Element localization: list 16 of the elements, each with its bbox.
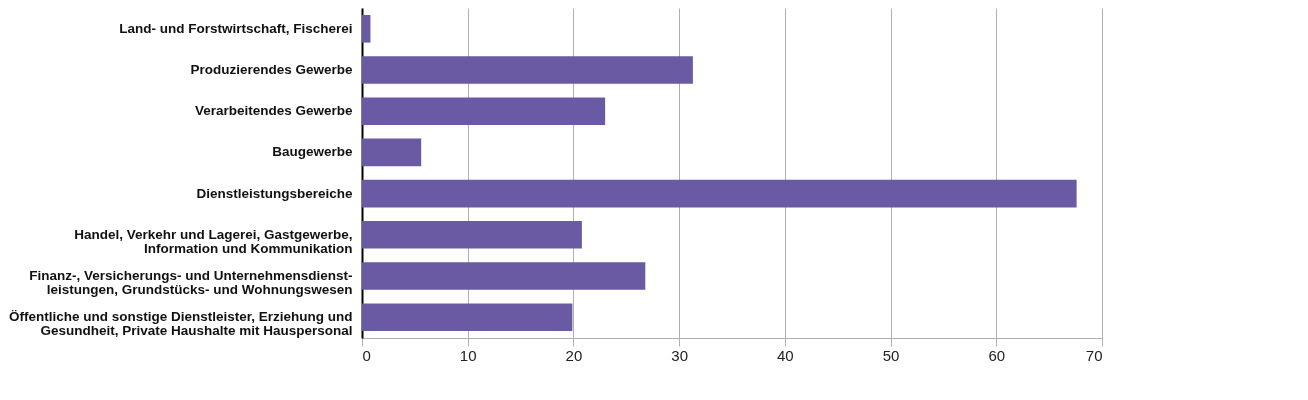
y-tick-label: Baugewerbe [272,144,353,160]
x-tick-label: 10 [459,346,477,364]
y-tick-label: Land- und Forstwirtschaft, Fischerei [119,20,353,36]
x-tick-label: 60 [988,346,1006,364]
y-tick-label: Verarbeitendes Gewerbe [194,103,353,119]
x-tick-label: 0 [362,346,371,364]
x-tick-label: 20 [565,346,583,364]
x-tick-label: 70 [1085,346,1103,364]
y-tick-label: Dienstleistungsbereiche [196,185,353,201]
x-tick-label: 40 [777,346,794,364]
y-tick-label: Finanz-, Versicherungs- und Unternehmensdienst- leistungen, Grundstücks- und Wohnungswesen [29,268,353,297]
y-tick-label: Produzierendes Gewerbe [190,62,353,77]
x-tick-label: 50 [882,346,900,364]
x-tick-label: 30 [671,346,688,364]
y-tick-label: Öffentliche und sonstige Dienstleister, Erziehung und Gesundheit, Private Haushalte mit Hauspersonal [8,309,353,339]
y-tick-label: Handel, Verkehr und Lagerei, Gastgewerbe, Information und Kommunikation [74,226,353,256]
